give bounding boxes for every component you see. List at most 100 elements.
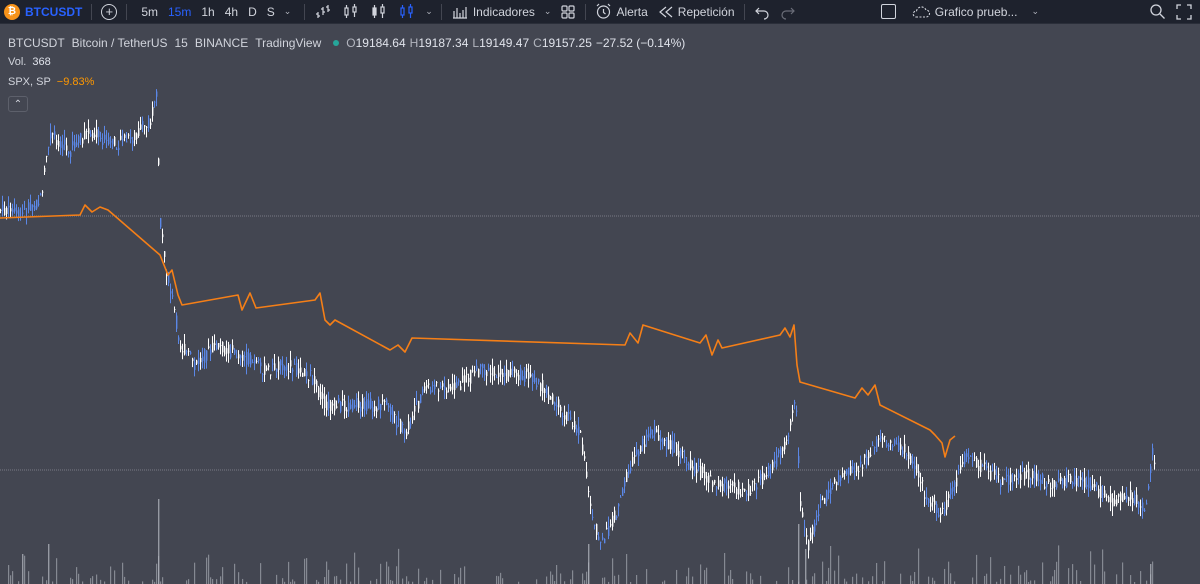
candle-body bbox=[38, 203, 40, 205]
volume-bar bbox=[294, 581, 296, 584]
candle-body bbox=[92, 132, 94, 139]
volume-bar bbox=[158, 499, 160, 584]
candle-body bbox=[284, 366, 286, 371]
fullscreen-button[interactable] bbox=[1171, 3, 1200, 20]
chart-type-hollow-button[interactable] bbox=[337, 3, 365, 21]
candle-body bbox=[1130, 490, 1132, 500]
candle-body bbox=[1046, 483, 1048, 488]
volume-bar bbox=[246, 581, 248, 584]
candle-body bbox=[776, 455, 778, 467]
alert-button[interactable]: Alerta bbox=[590, 0, 652, 24]
candle-body bbox=[380, 403, 382, 411]
compare-symbol-button[interactable]: + bbox=[96, 0, 122, 24]
volume-bar bbox=[1030, 580, 1032, 584]
candle-body bbox=[346, 409, 348, 412]
price-chart[interactable] bbox=[0, 25, 1200, 584]
candle-body bbox=[1008, 475, 1010, 485]
candle-body bbox=[866, 456, 868, 465]
volume-bar bbox=[636, 574, 638, 584]
volume-legend[interactable]: Vol. 368 bbox=[8, 56, 51, 68]
candle-body bbox=[616, 516, 618, 519]
volume-bar bbox=[1010, 574, 1012, 584]
candle-body bbox=[724, 479, 726, 484]
candle-body bbox=[384, 400, 386, 402]
candle-body bbox=[598, 536, 600, 541]
candle-body bbox=[624, 481, 626, 487]
interval-s[interactable]: S bbox=[266, 4, 275, 19]
candle-body bbox=[178, 337, 180, 341]
candle-body bbox=[1076, 477, 1078, 487]
fullscreen-icon bbox=[1176, 3, 1192, 20]
chart-type-selected-button[interactable] bbox=[393, 3, 421, 21]
candle-body bbox=[1112, 498, 1114, 507]
search-button[interactable] bbox=[1144, 3, 1171, 20]
volume-bar bbox=[500, 572, 502, 584]
candle-body bbox=[354, 404, 356, 408]
compare-legend[interactable]: SPX, SP −9.83% bbox=[8, 76, 94, 88]
candle-body bbox=[780, 448, 782, 455]
volume-bar bbox=[406, 576, 408, 584]
templates-button[interactable] bbox=[555, 4, 581, 20]
interval-1h[interactable]: 1h bbox=[201, 4, 215, 19]
candle-body bbox=[472, 370, 474, 372]
interval-4h[interactable]: 4h bbox=[224, 4, 239, 19]
undo-button[interactable] bbox=[749, 4, 775, 20]
indicators-chevron-down-icon[interactable]: ⌄ bbox=[543, 6, 552, 16]
volume-bar bbox=[222, 567, 224, 584]
candle-body bbox=[410, 424, 412, 426]
interval-5m[interactable]: 5m bbox=[141, 4, 158, 19]
candle-body bbox=[1154, 462, 1156, 465]
candle-body bbox=[588, 490, 590, 492]
replay-button[interactable]: Repetición bbox=[653, 0, 740, 24]
candle-body bbox=[86, 130, 88, 132]
intervals-chevron-down-icon[interactable]: ⌄ bbox=[283, 6, 292, 16]
indicators-button[interactable]: Indicadores bbox=[446, 0, 540, 24]
candle-body bbox=[728, 485, 730, 489]
chart-type-chevron-down-icon[interactable]: ⌄ bbox=[425, 6, 433, 16]
candle-body bbox=[580, 431, 582, 433]
candle-body bbox=[366, 399, 368, 411]
volume-bar bbox=[1020, 574, 1022, 584]
interval-15m[interactable]: 15m bbox=[168, 4, 192, 19]
candle-body bbox=[344, 400, 346, 412]
candle-body bbox=[1118, 494, 1120, 497]
layout-checkbox[interactable] bbox=[880, 4, 896, 19]
candle-body bbox=[702, 466, 704, 473]
candle-body bbox=[658, 435, 660, 441]
candle-body bbox=[30, 204, 32, 211]
volume-bar bbox=[498, 576, 500, 584]
legend-symbol[interactable]: BTCUSDT bbox=[8, 36, 65, 50]
candle-body bbox=[534, 378, 536, 383]
candle-body bbox=[358, 400, 360, 408]
redo-button[interactable] bbox=[775, 4, 801, 20]
candle-body bbox=[928, 498, 930, 504]
interval-d[interactable]: D bbox=[248, 4, 257, 19]
alarm-clock-icon bbox=[597, 3, 611, 19]
candle-body bbox=[860, 461, 862, 464]
candle-body bbox=[1054, 481, 1056, 487]
chart-type-bars-button[interactable] bbox=[309, 3, 337, 21]
volume-bar bbox=[728, 575, 730, 584]
candle-body bbox=[426, 385, 428, 388]
volume-bar bbox=[464, 566, 466, 584]
candle-body bbox=[770, 469, 772, 471]
volume-bar bbox=[838, 555, 840, 584]
candle-body bbox=[282, 364, 284, 371]
volume-bar bbox=[976, 554, 978, 584]
candle-body bbox=[546, 388, 548, 395]
candle-body bbox=[234, 349, 236, 354]
candle-body bbox=[878, 438, 880, 440]
volume-value: 368 bbox=[32, 56, 51, 68]
candle-body bbox=[604, 538, 606, 544]
candle-body bbox=[504, 372, 506, 376]
candle-body bbox=[988, 470, 990, 472]
symbol-search-button[interactable]: ₿ BTCUSDT bbox=[0, 0, 87, 24]
volume-bar bbox=[862, 577, 864, 584]
candle-body bbox=[910, 455, 912, 464]
collapse-legend-button[interactable]: ⌃ bbox=[8, 96, 28, 112]
layout-menu-button[interactable]: Grafico prueb... ⌄ bbox=[906, 0, 1048, 24]
candle-body bbox=[840, 477, 842, 481]
chart-type-candles-button[interactable] bbox=[365, 3, 393, 21]
candle-body bbox=[962, 461, 964, 465]
candle-body bbox=[486, 371, 488, 377]
